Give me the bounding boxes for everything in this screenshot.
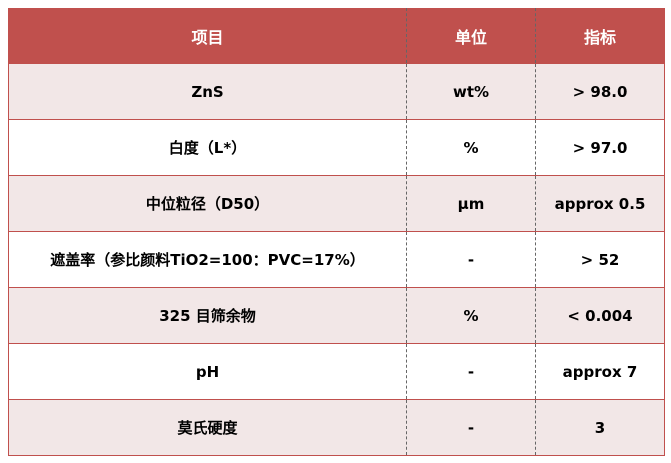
cell-spec: < 0.004	[535, 287, 665, 344]
table-row: 遮盖率（参比颜料TiO2=100：PVC=17%） - > 52	[8, 231, 665, 288]
cell-item: 白度（L*）	[8, 119, 407, 176]
cell-item: 莫氏硬度	[8, 399, 407, 456]
cell-item: ZnS	[8, 63, 407, 120]
cell-spec: > 52	[535, 231, 665, 288]
cell-unit: -	[406, 399, 536, 456]
header-spec: 指标	[535, 8, 665, 64]
cell-spec: > 98.0	[535, 63, 665, 120]
cell-item: 325 目筛余物	[8, 287, 407, 344]
header-unit: 单位	[406, 8, 536, 64]
table-row: pH - approx 7	[8, 343, 665, 400]
cell-spec: approx 7	[535, 343, 665, 400]
cell-spec: approx 0.5	[535, 175, 665, 232]
cell-item: 遮盖率（参比颜料TiO2=100：PVC=17%）	[8, 231, 407, 288]
cell-unit: -	[406, 231, 536, 288]
cell-unit: %	[406, 119, 536, 176]
table-row: 325 目筛余物% < 0.004	[8, 287, 665, 344]
header-item: 项目	[8, 8, 407, 64]
header-row: 项目 单位 指标	[8, 8, 665, 64]
table-row: 白度（L*）% > 97.0	[8, 119, 665, 176]
cell-unit: µm	[406, 175, 536, 232]
table-row: 莫氏硬度 -3	[8, 399, 665, 456]
cell-unit: wt%	[406, 63, 536, 120]
spec-table: 项目 单位 指标 ZnS wt% > 98.0 白度（L*）% > 97.0 中位粒径（D…	[8, 8, 665, 456]
cell-spec: 3	[535, 399, 665, 456]
table-row: ZnS wt% > 98.0	[8, 63, 665, 120]
cell-unit: %	[406, 287, 536, 344]
cell-spec: > 97.0	[535, 119, 665, 176]
cell-unit: -	[406, 343, 536, 400]
cell-item: 中位粒径（D50）	[8, 175, 407, 232]
cell-item: pH	[8, 343, 407, 400]
table-row: 中位粒径（D50） µm approx 0.5	[8, 175, 665, 232]
